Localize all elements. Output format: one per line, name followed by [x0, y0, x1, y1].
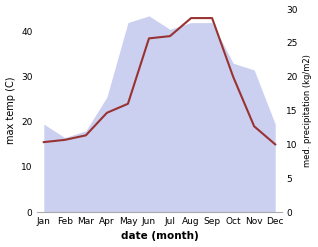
Y-axis label: med. precipitation (kg/m2): med. precipitation (kg/m2)	[303, 54, 313, 167]
X-axis label: date (month): date (month)	[121, 231, 198, 242]
Y-axis label: max temp (C): max temp (C)	[5, 77, 16, 144]
